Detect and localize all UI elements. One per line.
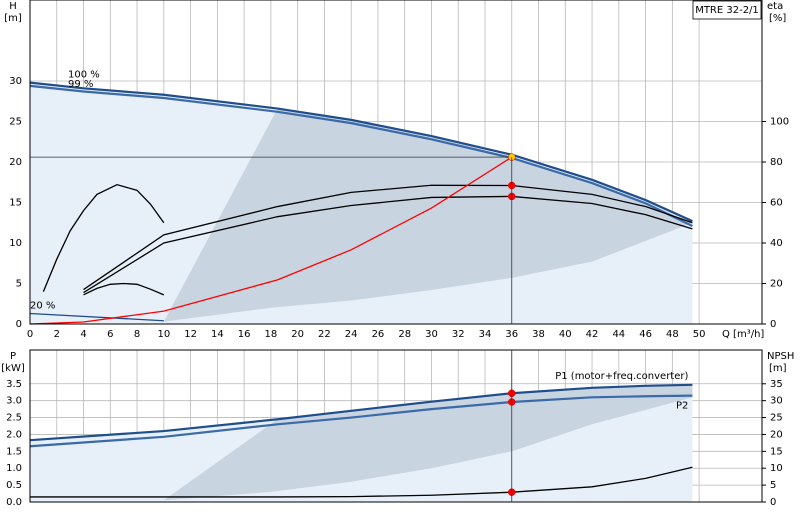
y2-axis-label: eta: [767, 1, 783, 12]
x-tick-label: 30: [425, 329, 438, 340]
x-tick-label: 18: [265, 329, 278, 340]
y2-axis-label: NPSH: [767, 351, 794, 362]
series-line: [29, 312, 164, 322]
series-label: 20 %: [30, 300, 55, 311]
operating-region: [163, 108, 693, 322]
x-tick-label: 42: [586, 329, 599, 340]
x-tick-label: 34: [479, 329, 492, 340]
plot-frame: [29, 349, 763, 503]
series-line: [83, 282, 165, 296]
x-tick-label: 4: [80, 329, 86, 340]
y-axis-unit: [m]: [4, 13, 22, 24]
y2-tick-label: 30: [770, 396, 783, 407]
y-tick-label: 0: [16, 319, 22, 330]
x-tick-label: 46: [639, 329, 652, 340]
y2-tick-label: 20: [770, 429, 783, 440]
x-tick-label: 8: [134, 329, 140, 340]
x-tick-label: 44: [612, 329, 625, 340]
series-line: [29, 383, 693, 442]
y2-tick-label: 10: [770, 463, 783, 474]
y-tick-label: 3.0: [6, 396, 22, 407]
y-tick-label: 30: [9, 76, 22, 87]
y-tick-label: 5: [16, 279, 22, 290]
x-tick-label: 14: [211, 329, 224, 340]
series-label: P1 (motor+freq.converter): [555, 371, 688, 382]
y2-tick-label: 80: [770, 157, 783, 168]
y2-tick-label: 40: [770, 238, 783, 249]
x-tick-label: 32: [452, 329, 465, 340]
y-tick-label: 0.5: [6, 480, 22, 491]
y-tick-label: 0.0: [6, 497, 22, 508]
x-tick-label: 38: [532, 329, 545, 340]
y2-axis-unit: [%]: [769, 13, 786, 24]
series-label: 100 %: [68, 70, 100, 81]
series-line: [30, 466, 693, 498]
y-axis-label: H: [9, 1, 17, 12]
series-line: [29, 156, 513, 325]
series-line: [29, 84, 693, 227]
y-tick-label: 10: [9, 238, 22, 249]
y-axis-label: P: [10, 351, 16, 362]
series-line: [29, 394, 693, 448]
y2-tick-label: 15: [770, 446, 783, 457]
series-line: [29, 81, 693, 223]
y2-tick-label: 5: [770, 480, 776, 491]
series-line: [83, 184, 693, 291]
y-tick-label: 20: [9, 157, 22, 168]
y2-tick-label: 0: [770, 319, 776, 330]
y-tick-label: 3.5: [6, 379, 22, 390]
y-tick-label: 2.5: [6, 413, 22, 424]
y2-tick-label: 35: [770, 379, 783, 390]
x-tick-label: 20: [291, 329, 304, 340]
y2-axis-unit: [m]: [769, 363, 787, 374]
title-box: [692, 0, 762, 20]
y-axis-unit: [kW]: [1, 363, 25, 374]
x-tick-label: 12: [184, 329, 197, 340]
x-tick-label: 40: [559, 329, 572, 340]
x-tick-label: 22: [318, 329, 331, 340]
x-tick-label: 50: [693, 329, 706, 340]
y-tick-label: 2.0: [6, 429, 22, 440]
series-label: 99 %: [68, 79, 93, 90]
y-tick-label: 1.5: [6, 446, 22, 457]
x-tick-label: 2: [54, 329, 60, 340]
y-tick-label: 15: [9, 198, 22, 209]
series-line: [83, 195, 693, 294]
chart-title: MTRE 32-2/1: [695, 5, 759, 16]
x-axis-label: Q [m³/h]: [722, 329, 764, 340]
y-tick-label: 1.0: [6, 463, 22, 474]
x-tick-label: 16: [238, 329, 251, 340]
y2-tick-label: 20: [770, 279, 783, 290]
y2-tick-label: 60: [770, 198, 783, 209]
y2-tick-label: 25: [770, 413, 783, 424]
x-tick-label: 48: [666, 329, 679, 340]
x-tick-label: 6: [107, 329, 113, 340]
x-tick-label: 26: [372, 329, 385, 340]
x-tick-label: 28: [398, 329, 411, 340]
plot-frame: [29, 0, 763, 325]
x-tick-label: 10: [157, 329, 170, 340]
y2-tick-label: 100: [770, 117, 789, 128]
series-label: P2: [676, 401, 688, 412]
y-tick-label: 25: [9, 117, 22, 128]
x-tick-label: 0: [27, 329, 33, 340]
x-tick-label: 36: [505, 329, 518, 340]
y2-tick-label: 0: [770, 497, 776, 508]
series-line: [42, 183, 165, 292]
operating-region: [163, 384, 693, 501]
x-tick-label: 24: [345, 329, 358, 340]
